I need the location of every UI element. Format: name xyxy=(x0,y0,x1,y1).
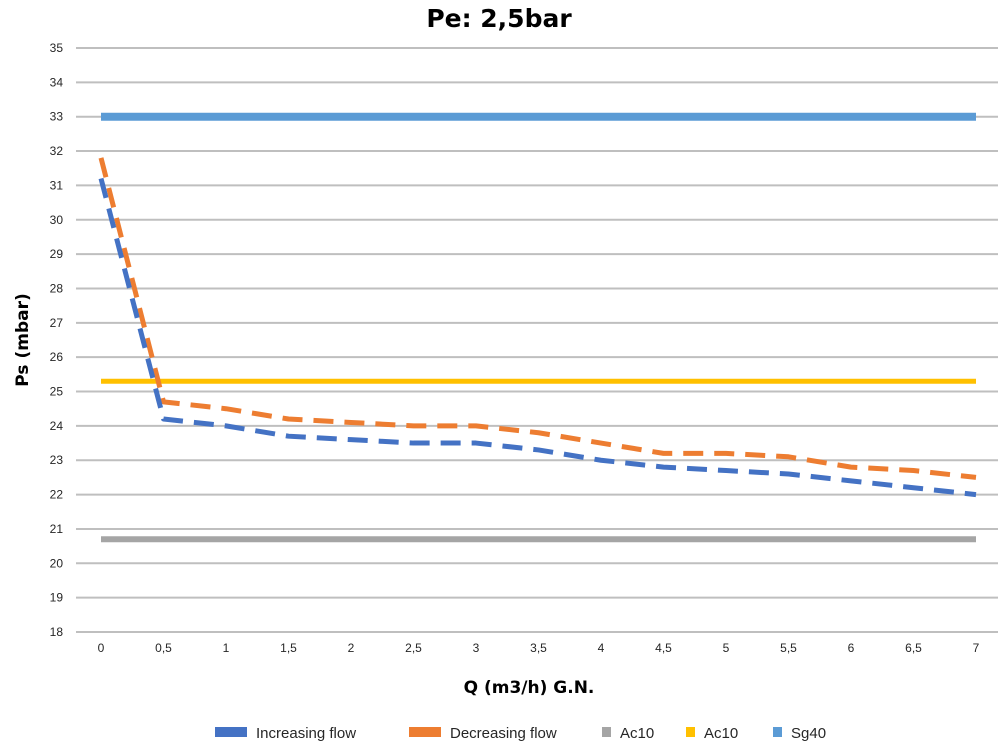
x-tick-label: 1 xyxy=(223,641,230,655)
y-tick-label: 33 xyxy=(50,110,64,124)
x-tick-label: 2,5 xyxy=(405,641,422,655)
x-tick-label: 0,5 xyxy=(155,641,172,655)
y-tick-label: 35 xyxy=(50,41,64,55)
y-tick-label: 19 xyxy=(50,591,64,605)
y-tick-label: 34 xyxy=(50,75,64,89)
legend-swatch xyxy=(409,727,441,737)
legend-swatch xyxy=(215,727,247,737)
legend-label: Ac10 xyxy=(620,725,654,742)
legend-swatch xyxy=(773,727,782,737)
y-tick-label: 23 xyxy=(50,453,64,467)
y-tick-label: 30 xyxy=(50,213,64,227)
series-line xyxy=(98,177,977,498)
chart-title: Pe: 2,5bar xyxy=(426,4,572,33)
x-tick-label: 3 xyxy=(473,641,480,655)
legend-swatch xyxy=(602,727,611,737)
legend-label: Increasing flow xyxy=(256,725,356,742)
x-axis-title: Q (m3/h) G.N. xyxy=(464,678,595,698)
y-tick-label: 22 xyxy=(50,488,64,502)
x-tick-label: 1,5 xyxy=(280,641,297,655)
y-tick-label: 28 xyxy=(50,281,64,295)
y-tick-label: 29 xyxy=(50,247,64,261)
y-tick-label: 18 xyxy=(50,625,64,639)
x-tick-label: 0 xyxy=(98,641,105,655)
x-tick-label: 4,5 xyxy=(655,641,672,655)
y-tick-label: 24 xyxy=(50,419,64,433)
y-tick-label: 26 xyxy=(50,350,64,364)
x-tick-label: 6 xyxy=(848,641,855,655)
series-lines xyxy=(98,112,977,543)
x-tick-label: 4 xyxy=(598,641,605,655)
y-tick-label: 31 xyxy=(50,178,64,192)
legend-label: Decreasing flow xyxy=(450,725,557,742)
x-axis-ticks: 0 0,5 1 1,5 2 2,5 3 3,5 4 4,5 5 5,5 6 6,5 7 xyxy=(98,641,980,655)
legend-swatch xyxy=(686,727,695,737)
y-tick-label: 25 xyxy=(50,385,64,399)
x-tick-label: 5,5 xyxy=(780,641,797,655)
legend-label: Sg40 xyxy=(791,725,826,742)
x-tick-label: 5 xyxy=(723,641,730,655)
x-tick-label: 3,5 xyxy=(530,641,547,655)
x-tick-label: 7 xyxy=(973,641,980,655)
legend-label: Ac10 xyxy=(704,725,738,742)
series-line xyxy=(98,157,977,480)
legend: Increasing flow Decreasing flow Ac10 Ac10 Sg… xyxy=(215,725,826,742)
y-tick-label: 20 xyxy=(50,556,64,570)
x-tick-label: 6,5 xyxy=(905,641,922,655)
y-axis-ticks: 18 19 20 21 22 23 24 25 26 27 28 29 30 31 32 33 34 35 xyxy=(50,41,64,639)
gridlines xyxy=(76,47,998,633)
y-tick-label: 27 xyxy=(50,316,64,330)
x-tick-label: 2 xyxy=(348,641,355,655)
y-tick-label: 21 xyxy=(50,522,64,536)
y-axis-title: Ps (mbar) xyxy=(13,293,33,386)
y-tick-label: 32 xyxy=(50,144,64,158)
